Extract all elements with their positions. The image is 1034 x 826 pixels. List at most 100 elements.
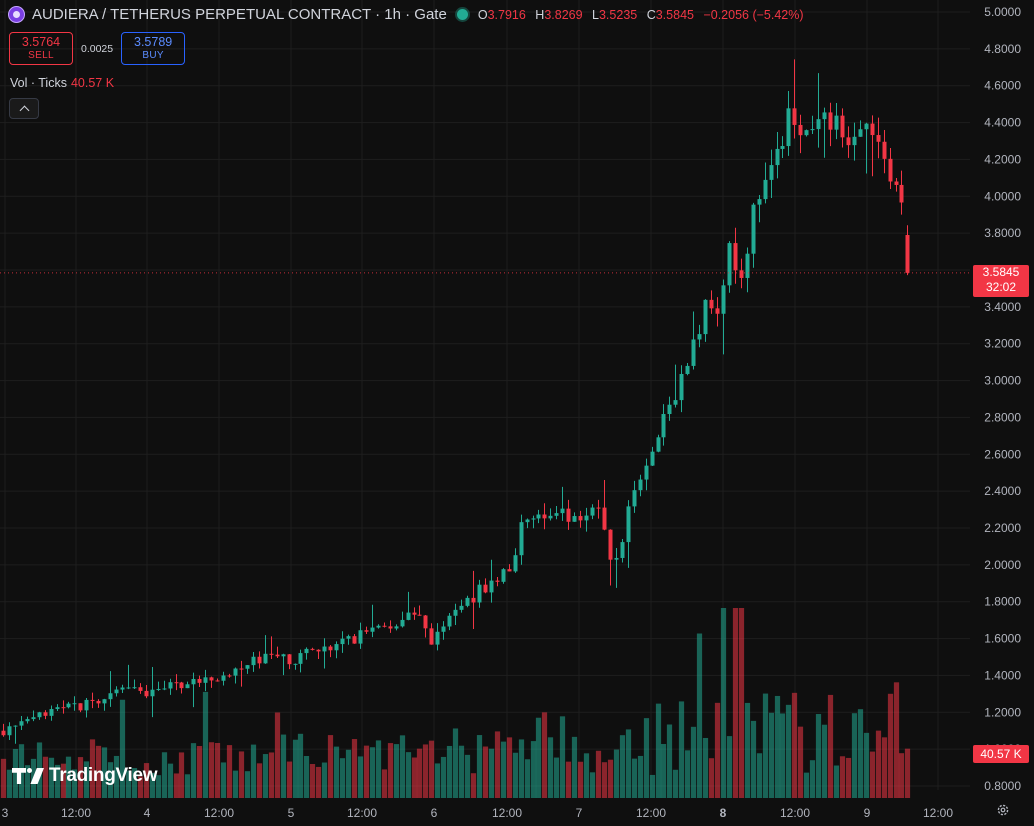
volume-bar (184, 774, 191, 798)
candle-body (531, 518, 536, 520)
volume-bar (363, 745, 370, 798)
volume-bar (535, 717, 542, 798)
price-axis-label: 4.8000 (984, 42, 1021, 56)
volume-bar (785, 704, 792, 798)
volume-bar (595, 750, 602, 798)
volume-bar (506, 737, 513, 798)
price-axis-label: 4.6000 (984, 79, 1021, 93)
sell-price: 3.5764 (21, 34, 61, 49)
candle-body (90, 699, 95, 701)
volume-bar (357, 756, 364, 798)
candle-body (638, 479, 643, 491)
candle-body (548, 515, 553, 519)
volume-bar (405, 752, 412, 798)
candle-body (888, 158, 893, 182)
volume-bar (375, 740, 382, 798)
volume-bar (547, 737, 554, 798)
candle-body (227, 675, 232, 677)
candle-body (596, 507, 601, 509)
tradingview-mark-icon (12, 766, 44, 786)
chevron-up-icon[interactable] (9, 98, 39, 119)
candle-body (78, 703, 83, 711)
price-axis[interactable]: 5.0000 4.8000 4.6000 4.4000 4.2000 4.0000 3.80… (984, 5, 1021, 793)
time-axis[interactable]: 3 12:00 4 12:00 5 12:00 6 12:00 7 12:00 8 12:00 9 12:… (2, 806, 954, 820)
chart-header: AUDIERA / TETHERUS PERPETUAL CONTRACT · … (8, 6, 804, 23)
sell-label: SELL (28, 49, 54, 61)
candle-body (876, 135, 881, 142)
volume-bar (262, 754, 269, 798)
candle-body (584, 515, 589, 521)
candle-body (864, 123, 869, 130)
candle-body (412, 612, 417, 615)
volume-bar (726, 736, 733, 798)
candle-body (120, 687, 125, 690)
volume-bar (196, 746, 203, 798)
volume-legend[interactable]: Vol · Ticks 40.57 K (10, 76, 114, 90)
volume-bar (643, 718, 650, 798)
volume-bar (637, 755, 644, 798)
candle-body (394, 626, 399, 629)
candle-body (102, 699, 107, 704)
volume-bar (119, 699, 126, 798)
low-label: L (592, 7, 599, 22)
price-axis-label: 2.4000 (984, 484, 1021, 498)
candle-body (614, 557, 619, 560)
volume-bar (660, 743, 667, 798)
volume-bar (60, 763, 67, 798)
buy-button[interactable]: 3.5789 BUY (121, 32, 186, 65)
volume-bar (149, 772, 156, 798)
candle-body (13, 725, 18, 727)
volume-bar (297, 733, 304, 798)
volume-bar (65, 756, 72, 798)
candle-body (61, 707, 66, 709)
volume-bar (95, 745, 102, 798)
candle-body (197, 678, 202, 683)
candle-body (328, 646, 333, 651)
market-open-dot-icon (456, 9, 468, 20)
volume-bar (714, 702, 721, 798)
candle-body (435, 631, 440, 645)
candle-body (221, 675, 226, 681)
candle-body (406, 612, 411, 620)
volume-bar (774, 695, 781, 798)
candle-body (400, 619, 405, 627)
sell-button[interactable]: 3.5764 SELL (9, 32, 73, 65)
chart-grid (0, 0, 970, 790)
candle-body (203, 677, 208, 683)
volume-bar (256, 763, 263, 798)
candle-body (721, 285, 726, 314)
volume-bar (482, 746, 489, 798)
volume-bar (845, 757, 852, 798)
candle-body (846, 137, 851, 146)
volume-bar (54, 764, 61, 798)
candle-body (590, 507, 595, 516)
candle-body (769, 165, 774, 180)
candle-body (495, 580, 500, 582)
candle-body (870, 123, 875, 136)
volume-bar (161, 752, 168, 798)
time-axis-label: 12:00 (61, 806, 91, 820)
candle-body (816, 119, 821, 130)
candle-body (786, 108, 791, 147)
volume-bar (833, 765, 840, 798)
candle-body (691, 339, 696, 366)
candle-body (566, 508, 571, 522)
candle-body (828, 112, 833, 130)
volume-bar (393, 744, 400, 798)
volume-bar (446, 745, 453, 798)
candle-body (519, 522, 524, 556)
candle-body (804, 130, 809, 136)
candle-body (715, 308, 720, 314)
gear-icon[interactable] (996, 803, 1010, 817)
volume-legend-label: Vol · Ticks (10, 76, 67, 90)
candle-body (114, 689, 119, 694)
candle-body (179, 682, 184, 689)
volume-bar (428, 740, 435, 798)
candle-body (96, 700, 101, 704)
volume-bar (303, 756, 310, 798)
tradingview-logo[interactable]: TradingView (12, 765, 158, 787)
price-axis-label: 0.8000 (984, 779, 1021, 793)
time-axis-label: 12:00 (636, 806, 666, 820)
symbol-title[interactable]: AUDIERA / TETHERUS PERPETUAL CONTRACT · … (32, 6, 447, 23)
